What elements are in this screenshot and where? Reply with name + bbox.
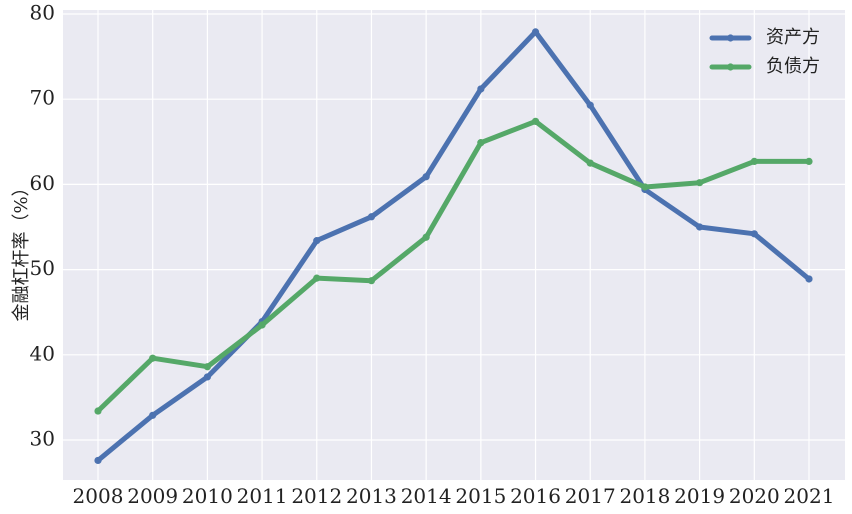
- legend-item: 负债方: [709, 56, 820, 77]
- data-point: [313, 274, 321, 282]
- data-point: [203, 373, 211, 381]
- series-layer: [94, 28, 813, 465]
- data-point: [750, 157, 758, 165]
- x-tick-label: 2013: [346, 484, 397, 508]
- legend-label: 资产方: [766, 27, 820, 48]
- data-point: [203, 363, 211, 371]
- y-tick-label: 80: [30, 1, 55, 25]
- data-point: [805, 275, 813, 283]
- x-tick-label: 2011: [237, 484, 288, 508]
- data-point: [367, 277, 376, 285]
- y-axis-label: 金融杠杆率（%）: [11, 178, 32, 321]
- data-point: [149, 411, 157, 419]
- x-tick-label: 2009: [127, 484, 178, 508]
- data-point: [422, 233, 430, 241]
- data-point: [367, 213, 376, 221]
- legend-marker: [726, 34, 735, 42]
- x-tick-label: 2019: [674, 484, 725, 508]
- data-point: [422, 173, 430, 181]
- x-tick-label: 2018: [619, 484, 670, 508]
- data-point: [531, 117, 540, 125]
- data-point: [531, 28, 540, 36]
- legend-label: 负债方: [766, 56, 820, 77]
- x-axis-ticks: 2008 2009 2010 2011 2012 2013 2014 2015 2016 2017…: [73, 484, 835, 508]
- data-point: [696, 179, 704, 187]
- x-tick-label: 2010: [182, 484, 233, 508]
- y-tick-label: 70: [30, 86, 55, 110]
- x-tick-label: 2015: [455, 484, 506, 508]
- legend-item: 资产方: [709, 27, 820, 48]
- x-tick-label: 2012: [291, 484, 342, 508]
- data-point: [586, 159, 594, 167]
- y-axis-ticks: 30 40 50 60 70 80: [30, 1, 55, 451]
- grid-lines: [63, 10, 845, 480]
- data-point: [149, 354, 157, 362]
- y-tick-label: 30: [30, 427, 55, 451]
- data-point: [641, 183, 649, 191]
- x-tick-label: 2017: [565, 484, 616, 508]
- x-tick-label: 2016: [510, 484, 561, 508]
- series-line: [95, 29, 812, 463]
- x-tick-label: 2008: [73, 484, 124, 508]
- data-point: [477, 139, 485, 147]
- series-2: [94, 117, 813, 415]
- data-point: [477, 85, 485, 93]
- y-tick-label: 60: [30, 171, 55, 195]
- data-point: [94, 456, 102, 465]
- plot-area: [63, 10, 845, 480]
- y-tick-label: 40: [30, 341, 55, 365]
- data-point: [750, 230, 758, 238]
- series-line: [95, 118, 812, 414]
- y-tick-label: 50: [30, 256, 55, 280]
- legend-marker: [726, 63, 735, 71]
- data-point: [258, 321, 266, 329]
- data-point: [696, 223, 704, 231]
- x-tick-label: 2014: [401, 484, 452, 508]
- data-point: [94, 407, 102, 415]
- data-point: [313, 237, 321, 245]
- x-tick-label: 2021: [784, 484, 835, 508]
- data-point: [805, 157, 813, 165]
- data-point: [586, 101, 594, 109]
- x-tick-label: 2020: [729, 484, 780, 508]
